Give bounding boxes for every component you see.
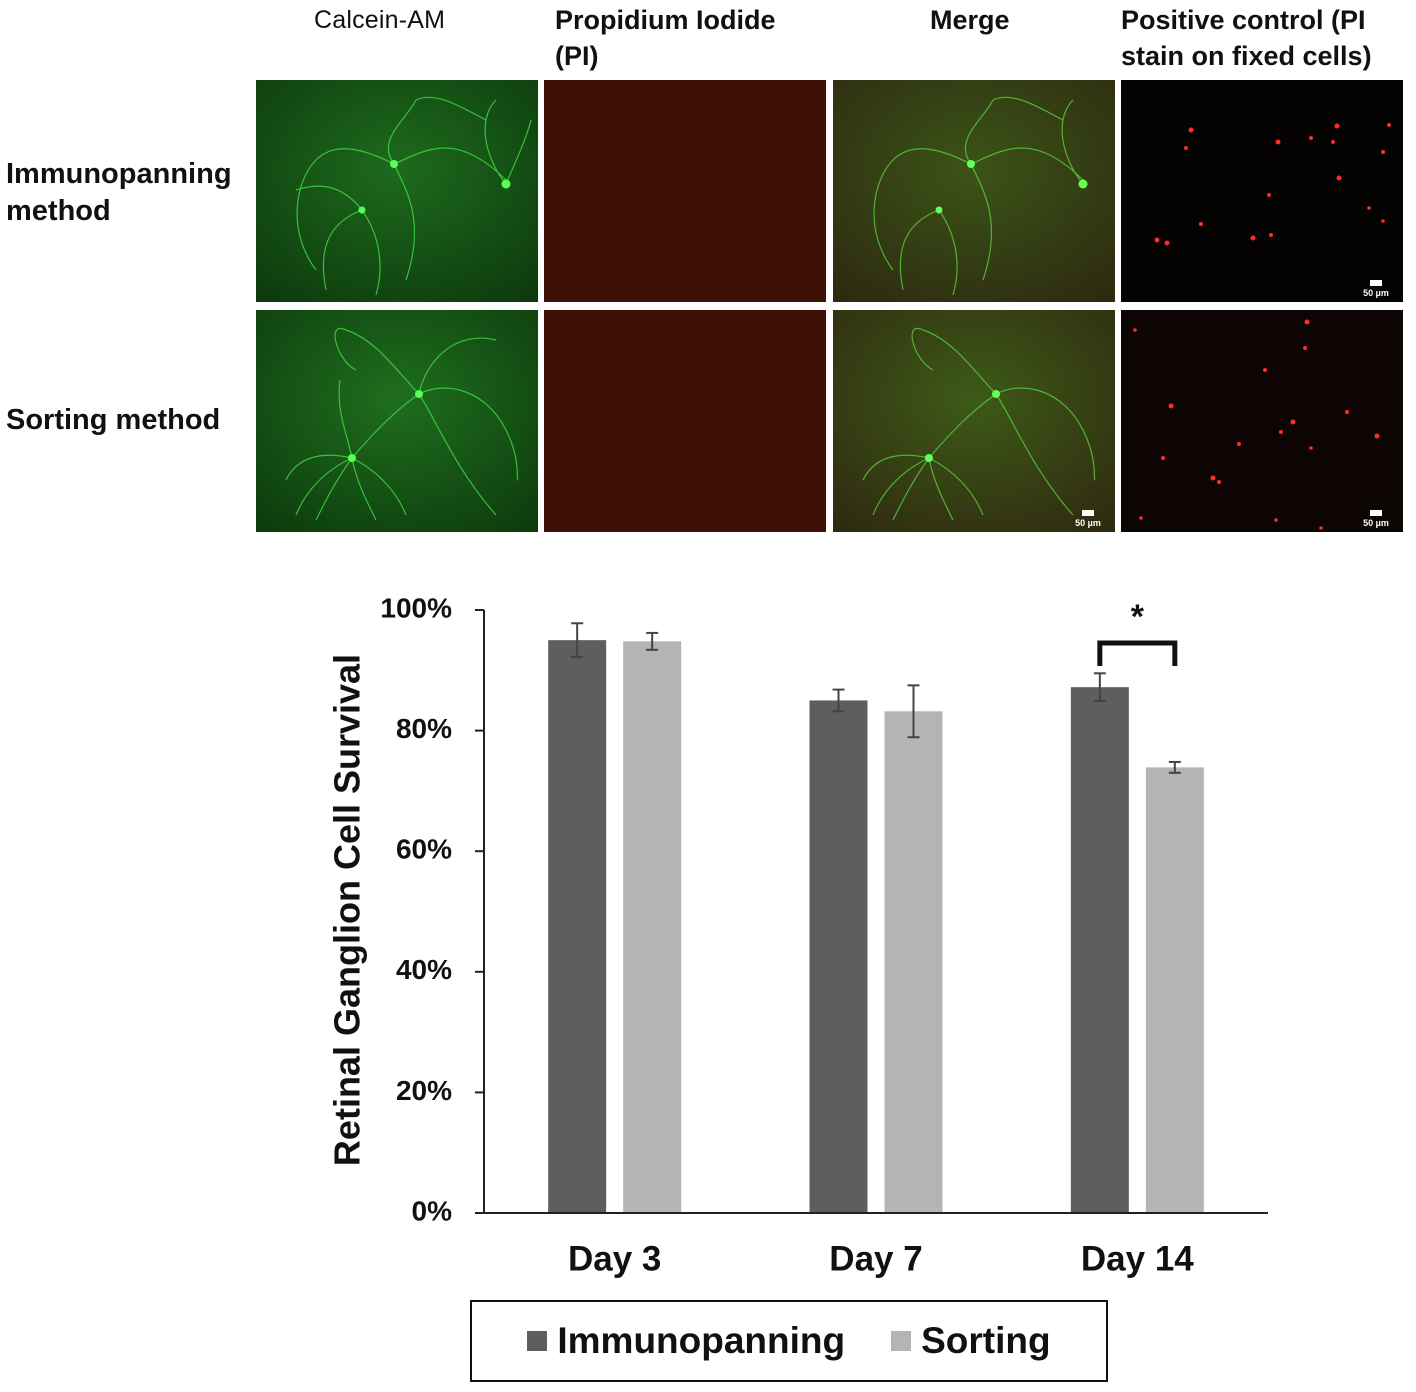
y-tick-label: 40% bbox=[396, 954, 452, 985]
scale-bar: 50 µm bbox=[1069, 510, 1107, 528]
bar-sorting-day-3 bbox=[623, 641, 682, 1213]
col-header-calcein-line1: Calcein-AM bbox=[314, 6, 446, 34]
scale-bar-line bbox=[1370, 510, 1382, 516]
legend-label-sorting: Sorting bbox=[921, 1320, 1051, 1361]
y-axis-title: Retinal Ganglion Cell Survival bbox=[327, 654, 368, 1166]
significance-annotation: * bbox=[1097, 598, 1178, 666]
micrograph-sorting-calcein bbox=[256, 310, 538, 532]
col-header-pi-line2: (PI) bbox=[555, 41, 599, 71]
scale-bar-label: 50 µm bbox=[1363, 518, 1389, 528]
col-header-positive-line1: Positive control (PI bbox=[1121, 5, 1366, 35]
col-header-merge-line1: Merge bbox=[930, 5, 1010, 35]
legend-item-sorting: Sorting bbox=[891, 1320, 1051, 1362]
y-axis: 0% 20% 40% 60% 80% 100% bbox=[380, 592, 485, 1226]
bar-immunopanning-day-14 bbox=[1070, 687, 1129, 1213]
legend-swatch-sorting bbox=[891, 1331, 912, 1351]
micrograph-immunopanning-calcein bbox=[256, 80, 538, 302]
x-tick-label: Day 7 bbox=[829, 1239, 922, 1278]
scale-bar: 50 µm bbox=[1357, 510, 1395, 528]
row-label-immunopanning-line2: method bbox=[6, 195, 111, 227]
col-header-pi-line1: Propidium Iodide bbox=[555, 5, 776, 35]
bar-sorting-day-7 bbox=[884, 711, 943, 1213]
row-label-immunopanning: Immunopanning method bbox=[6, 156, 232, 230]
micrograph-sorting-merge: 50 µm bbox=[833, 310, 1115, 532]
bar-immunopanning-day-3 bbox=[548, 640, 607, 1213]
bar-immunopanning-day-7 bbox=[809, 700, 868, 1213]
y-tick-label: 20% bbox=[396, 1075, 452, 1106]
x-axis: Day 3 Day 7 Day 14 bbox=[484, 1212, 1268, 1278]
scale-bar: 50 µm bbox=[1357, 280, 1395, 298]
survival-bar-chart: Retinal Ganglion Cell Survival 0% 20% 40% 6… bbox=[327, 592, 1268, 1278]
error-bars bbox=[571, 622, 1181, 774]
x-tick-label: Day 14 bbox=[1081, 1239, 1194, 1278]
legend-swatch-immunopanning bbox=[527, 1331, 548, 1351]
micrograph-immunopanning-merge bbox=[833, 80, 1115, 302]
col-header-merge: Merge bbox=[930, 2, 1010, 38]
legend-item-immunopanning: Immunopanning bbox=[527, 1320, 845, 1362]
row-label-sorting-line1: Sorting method bbox=[6, 404, 221, 436]
y-tick-label: 0% bbox=[412, 1195, 453, 1226]
bar-sorting-day-14 bbox=[1145, 767, 1204, 1213]
y-tick-label: 100% bbox=[380, 592, 452, 623]
col-header-pi: Propidium Iodide (PI) bbox=[555, 2, 776, 74]
micrograph-immunopanning-pi bbox=[544, 80, 826, 302]
col-header-positive-line2: stain on fixed cells) bbox=[1121, 41, 1372, 71]
micrograph-sorting-pi bbox=[544, 310, 826, 532]
y-tick-label: 60% bbox=[396, 834, 452, 865]
chart-legend: Immunopanning Sorting bbox=[470, 1300, 1108, 1382]
legend-label-immunopanning: Immunopanning bbox=[557, 1320, 846, 1361]
significance-star: * bbox=[1131, 598, 1145, 636]
scale-bar-line bbox=[1082, 510, 1094, 516]
col-header-calcein: Calcein-AM bbox=[314, 2, 445, 38]
bars bbox=[548, 640, 1204, 1213]
scale-bar-line bbox=[1370, 280, 1382, 286]
scale-bar-label: 50 µm bbox=[1363, 288, 1389, 298]
col-header-positive-control: Positive control (PI stain on fixed cell… bbox=[1121, 2, 1372, 74]
y-tick-label: 80% bbox=[396, 713, 452, 744]
row-label-immunopanning-line1: Immunopanning bbox=[6, 158, 232, 190]
scale-bar-label: 50 µm bbox=[1075, 518, 1101, 528]
row-label-sorting: Sorting method bbox=[6, 402, 220, 439]
significance-bracket bbox=[1097, 640, 1178, 666]
x-tick-label: Day 3 bbox=[568, 1239, 661, 1278]
micrograph-sorting-positive: 50 µm bbox=[1121, 310, 1403, 532]
micrograph-immunopanning-positive: 50 µm bbox=[1121, 80, 1403, 302]
